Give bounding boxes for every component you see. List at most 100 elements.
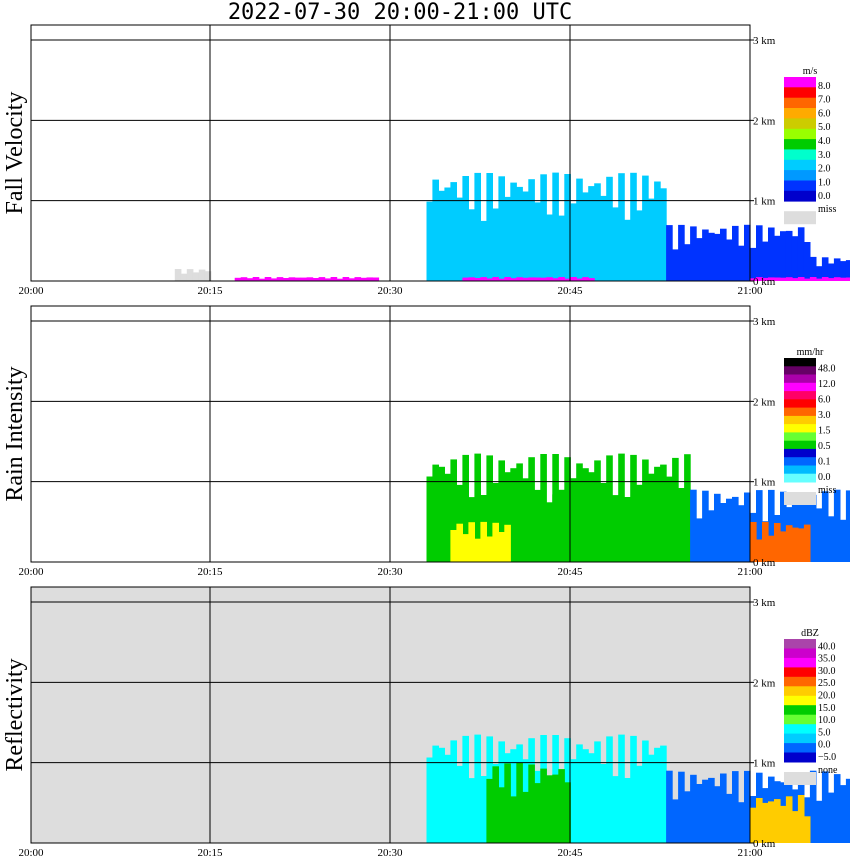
data-cell xyxy=(462,534,469,562)
data-cell xyxy=(606,736,613,843)
data-cell xyxy=(762,802,769,843)
data-cell xyxy=(750,247,757,281)
data-cell xyxy=(534,277,541,281)
colorbar-label: 0.1 xyxy=(818,457,831,468)
data-cell xyxy=(348,278,356,281)
data-cell xyxy=(827,278,835,281)
data-cell xyxy=(426,476,434,562)
data-cell xyxy=(618,173,625,281)
data-cell xyxy=(612,495,619,562)
data-cell xyxy=(780,277,787,281)
data-cell xyxy=(522,277,529,281)
data-cell-group xyxy=(486,762,571,843)
data-cell xyxy=(456,197,463,281)
data-cell xyxy=(600,764,607,843)
data-cell xyxy=(486,455,493,562)
data-cell xyxy=(534,783,541,843)
data-cell xyxy=(552,278,559,281)
data-cell xyxy=(762,521,769,562)
colorbar-label: 5.0 xyxy=(818,122,831,133)
data-cell xyxy=(756,798,763,843)
data-cell xyxy=(845,277,850,281)
data-cell xyxy=(839,261,847,281)
data-cell xyxy=(444,187,451,281)
data-cell xyxy=(510,278,517,281)
data-cell xyxy=(570,203,577,281)
data-cell xyxy=(528,764,535,843)
data-cell xyxy=(708,232,715,281)
data-cell xyxy=(803,242,811,281)
data-cell xyxy=(474,172,481,281)
colorbar-swatch xyxy=(784,648,816,659)
data-cell xyxy=(546,775,553,843)
data-cell xyxy=(648,754,655,843)
data-cell xyxy=(246,278,254,281)
x-tick-label: 20:30 xyxy=(377,566,403,578)
data-cell xyxy=(756,490,763,562)
data-cell xyxy=(648,473,655,562)
colorbar-label: 0.0 xyxy=(818,191,831,202)
colorbar-unit: dBZ xyxy=(801,628,819,639)
data-cell xyxy=(756,225,763,281)
data-cell xyxy=(797,528,805,562)
data-cell xyxy=(492,766,499,843)
data-cell xyxy=(768,535,775,562)
data-cell xyxy=(474,538,481,562)
data-cell xyxy=(528,457,535,562)
colorbar-swatch xyxy=(784,457,816,466)
data-cell xyxy=(180,273,188,281)
chart-title: 2022-07-30 20:00-21:00 UTC xyxy=(227,0,573,25)
y-tick-label: 1 km xyxy=(753,477,776,489)
data-cell xyxy=(594,183,601,281)
data-cell xyxy=(318,277,326,281)
data-cell xyxy=(582,277,589,281)
x-tick-label: 20:45 xyxy=(557,285,583,297)
data-cell xyxy=(827,516,835,562)
data-cell-group xyxy=(426,172,667,281)
colorbar-swatch xyxy=(784,695,816,706)
data-cell xyxy=(540,277,547,281)
data-cell xyxy=(809,494,817,562)
colorbar-swatch xyxy=(784,440,816,450)
data-cell xyxy=(474,734,481,843)
data-cell xyxy=(510,749,517,843)
data-cell xyxy=(815,266,823,281)
data-cell xyxy=(780,231,787,281)
colorbar-swatch xyxy=(784,639,816,649)
data-cell xyxy=(738,505,745,562)
data-cell xyxy=(708,510,715,562)
data-cell xyxy=(821,277,829,281)
y-tick-label: 2 km xyxy=(753,677,776,689)
data-cell xyxy=(564,782,571,843)
data-cell xyxy=(672,249,679,281)
data-cell xyxy=(534,489,541,562)
data-cell xyxy=(809,277,817,281)
x-tick-label: 20:15 xyxy=(197,847,223,859)
data-cell xyxy=(258,278,266,281)
data-cell xyxy=(702,779,709,843)
colorbar-swatch xyxy=(784,97,816,109)
data-cell-group xyxy=(174,269,212,281)
x-tick-label: 20:30 xyxy=(377,847,403,859)
data-cell xyxy=(594,741,601,843)
data-cell xyxy=(252,277,260,281)
data-cell xyxy=(450,182,457,281)
data-cell xyxy=(768,801,775,843)
data-cell xyxy=(276,277,284,281)
y-tick-label: 0 km xyxy=(753,838,776,850)
data-cell xyxy=(738,245,745,281)
data-cell xyxy=(618,453,625,562)
data-cell xyxy=(714,493,721,562)
data-cell xyxy=(660,745,667,843)
data-cell xyxy=(492,483,499,562)
data-cell xyxy=(606,455,613,562)
data-cell xyxy=(504,763,511,843)
colorbar-swatch xyxy=(784,149,816,161)
data-cell xyxy=(474,453,481,562)
colorbar-swatch xyxy=(784,424,816,433)
data-cell xyxy=(516,277,523,281)
data-cell xyxy=(564,278,571,281)
colorbar-label: 25.0 xyxy=(818,678,836,689)
data-cell xyxy=(432,464,439,562)
data-cell xyxy=(576,506,583,562)
